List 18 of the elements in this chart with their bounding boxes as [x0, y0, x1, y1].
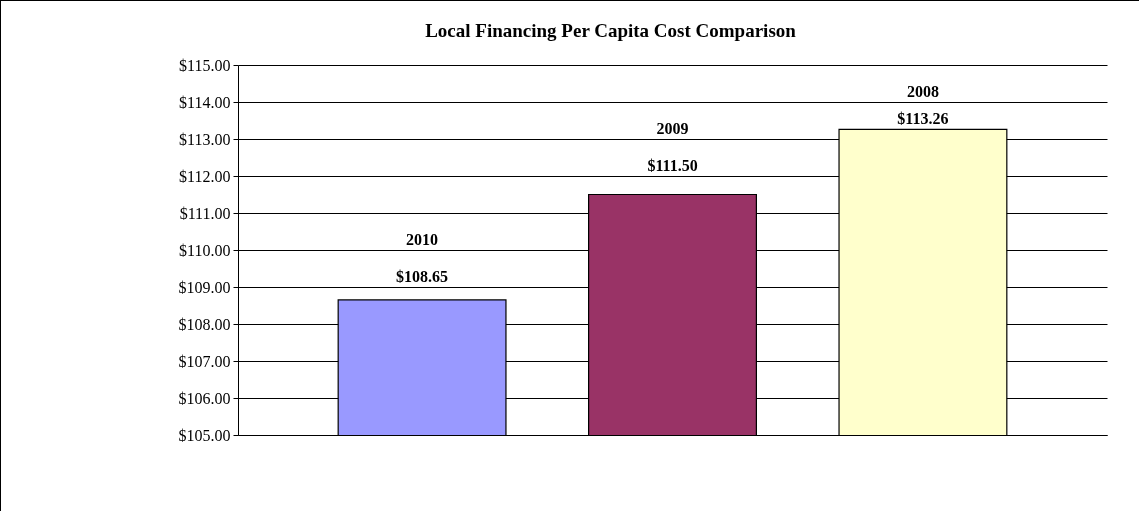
y-tick-label: $114.00 — [179, 93, 231, 111]
y-tick-label: $110.00 — [179, 241, 231, 259]
data-label: $108.65 — [396, 268, 449, 285]
y-tick-label: $105.00 — [178, 426, 231, 444]
data-label: $113.26 — [897, 110, 949, 128]
chart-title: Local Financing Per Capita Cost Comparison — [425, 20, 797, 41]
data-label: $111.50 — [647, 157, 698, 174]
y-tick-label: $109.00 — [178, 278, 231, 296]
y-tick-label: $107.00 — [178, 352, 231, 370]
x-tick-label: 2009 — [656, 120, 689, 137]
y-tick-label: $112.00 — [179, 167, 231, 185]
x-tick-label: 2010 — [406, 231, 439, 248]
y-tick-label: $106.00 — [178, 389, 231, 407]
x-tick-label: 2008 — [906, 83, 939, 100]
y-tick-label: $113.00 — [179, 130, 231, 148]
y-tick-label: $111.00 — [179, 204, 231, 222]
y-tick-label: $108.00 — [178, 315, 231, 333]
y-tick-label: $115.00 — [179, 56, 231, 74]
